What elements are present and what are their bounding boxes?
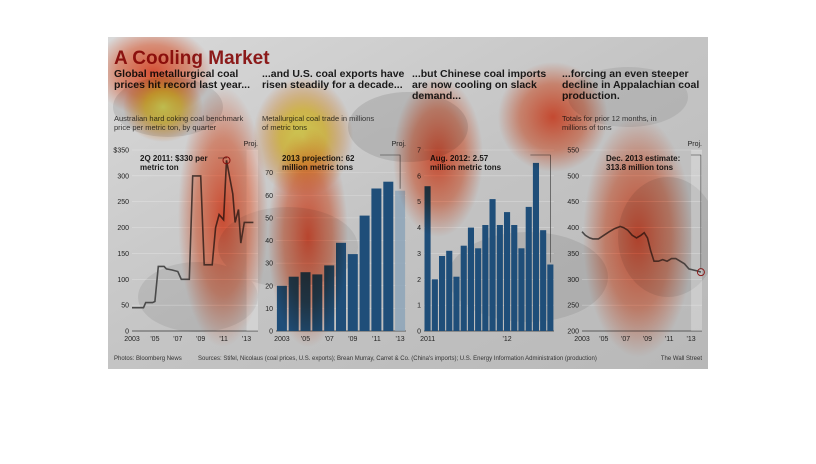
bar (383, 181, 394, 331)
y-tick-label: 1 (417, 303, 421, 310)
x-tick-label: '09 (348, 336, 357, 343)
bar (446, 250, 453, 331)
bar (453, 276, 460, 331)
bar (496, 225, 503, 331)
x-tick-label: '12 (502, 336, 511, 343)
x-tick-label: '05 (150, 336, 159, 343)
y-tick-label: 30 (265, 261, 273, 268)
x-tick-label: '13 (687, 336, 696, 343)
bar (482, 225, 489, 331)
bar (439, 256, 446, 331)
heatmap-overlay (108, 37, 693, 357)
x-tick-label: '07 (325, 336, 334, 343)
bar (395, 190, 406, 331)
x-tick-label: 2003 (574, 336, 590, 343)
bar (547, 264, 554, 331)
projection-band (691, 150, 702, 331)
infographic: A Cooling Market Global metallurgical co… (108, 37, 708, 369)
y-tick-label: 60 (265, 193, 273, 200)
x-tick-label: '09 (196, 336, 205, 343)
y-tick-label: 200 (567, 329, 579, 336)
x-tick-label: '05 (599, 336, 608, 343)
y-tick-label: 50 (121, 303, 129, 310)
y-tick-label: 300 (567, 277, 579, 284)
bar (525, 206, 532, 331)
bar (475, 248, 482, 331)
bar (460, 245, 467, 331)
bar (431, 279, 438, 331)
footer-photos: Photos: Bloomberg News (114, 356, 182, 362)
bar (540, 230, 547, 331)
annotation-leader (690, 154, 702, 270)
x-tick-label: 2003 (124, 336, 140, 343)
x-tick-label: 2011 (420, 336, 435, 343)
y-tick-label: 300 (117, 173, 129, 180)
x-tick-label: '13 (396, 336, 405, 343)
y-tick-label: 10 (265, 306, 273, 313)
bar (504, 212, 511, 331)
bar (518, 248, 525, 331)
y-tick-label: 3 (417, 251, 421, 258)
y-tick-label: 250 (117, 199, 129, 206)
x-tick-label: '13 (242, 336, 251, 343)
y-tick-label: 500 (567, 173, 579, 180)
y-tick-label: 0 (269, 329, 273, 336)
proj-label: Proj. (688, 141, 702, 148)
y-tick-label: 400 (567, 225, 579, 232)
bar (424, 186, 431, 331)
bar (371, 188, 382, 331)
y-tick-label: 150 (117, 251, 129, 258)
bar (467, 227, 474, 331)
bar (511, 225, 518, 331)
y-tick-label: 0 (125, 329, 129, 336)
y-tick-label: 20 (265, 283, 273, 290)
y-tick-label: 450 (567, 199, 579, 206)
y-tick-label: 250 (567, 303, 579, 310)
y-tick-label: $350 (113, 148, 129, 155)
y-tick-label: 100 (117, 277, 129, 284)
bar (532, 162, 539, 331)
y-tick-label: 2 (417, 277, 421, 284)
x-tick-label: '07 (173, 336, 182, 343)
x-tick-label: '11 (665, 336, 674, 343)
bar (347, 254, 358, 331)
footer-brand: The Wall Street (661, 356, 702, 362)
bar (489, 199, 496, 331)
footer-sources: Sources: Stifel, Nicolaus (coal prices, … (198, 356, 597, 362)
y-tick-label: 350 (567, 251, 579, 258)
y-tick-label: 200 (117, 225, 129, 232)
x-tick-label: 2003 (274, 336, 290, 343)
x-tick-label: '11 (372, 336, 381, 343)
y-tick-label: 0 (417, 329, 421, 336)
bar (359, 215, 370, 331)
infographic-canvas: A Cooling Market Global metallurgical co… (108, 37, 708, 369)
annotation: 2Q 2011: $330 per metric ton (140, 154, 208, 172)
